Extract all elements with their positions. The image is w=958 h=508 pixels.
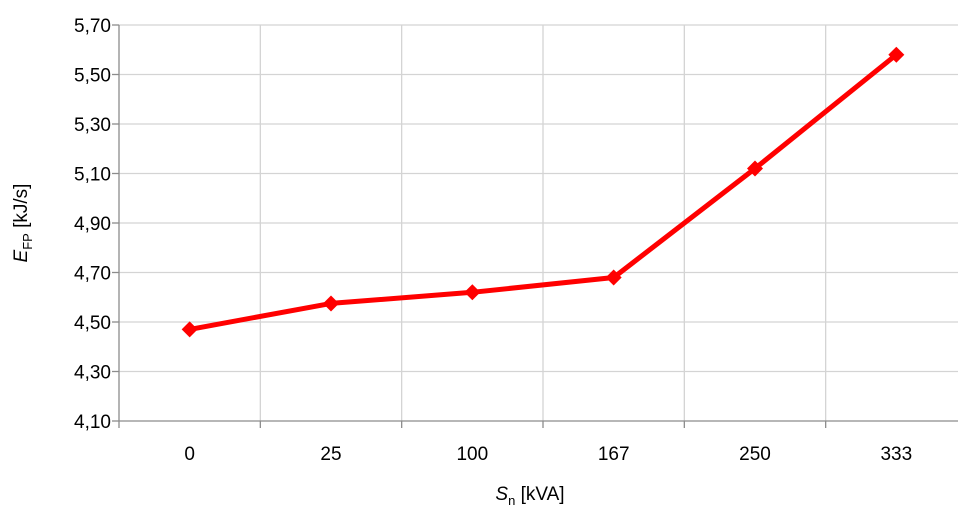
- x-axis-title-sub: n: [508, 493, 515, 508]
- x-axis-title-unit: [kVA]: [515, 484, 564, 505]
- x-axis-title-main: S: [495, 484, 508, 505]
- y-tick-label: 5,50: [74, 66, 111, 87]
- y-tick-label: 4,90: [74, 214, 111, 235]
- y-tick-labels: 4,10 4,30 4,50 4,70 4,90 5,10 5,30 5,50 5,70: [74, 16, 111, 433]
- data-point-marker: [323, 295, 339, 312]
- series-line: [187, 52, 899, 332]
- data-point-marker: [181, 321, 198, 338]
- y-tick-label: 5,30: [74, 115, 111, 136]
- data-point-marker: [464, 284, 481, 301]
- x-tick-label: 0: [184, 444, 195, 465]
- x-tick-label: 250: [739, 444, 771, 465]
- axes: [112, 24, 958, 428]
- x-axis-title: Sn [kVA]: [495, 484, 564, 508]
- series-group: [181, 46, 905, 338]
- x-tick-label: 333: [880, 444, 912, 465]
- data-point-marker: [747, 160, 763, 177]
- y-axis-title-main: E: [11, 249, 32, 262]
- y-axis-title: EFP [kJ/s]: [11, 184, 35, 263]
- x-tick-label: 25: [320, 444, 341, 465]
- y-tick-label: 5,70: [74, 16, 111, 37]
- x-tick-label: 167: [598, 444, 630, 465]
- y-axis-title-sub: FP: [20, 233, 35, 250]
- data-point-marker: [605, 269, 622, 286]
- y-tick-label: 4,50: [74, 313, 111, 334]
- x-tick-labels: 0 25 100 167 250 333: [184, 444, 912, 465]
- y-tick-label: 4,30: [74, 363, 111, 384]
- y-tick-label: 5,10: [74, 165, 111, 186]
- y-tick-label: 4,70: [74, 264, 111, 285]
- y-tick-label: 4,10: [74, 412, 111, 433]
- data-point-marker: [888, 46, 905, 63]
- gridlines: [119, 24, 958, 421]
- y-axis-title-unit: [kJ/s]: [11, 184, 32, 234]
- x-tick-label: 100: [456, 444, 488, 465]
